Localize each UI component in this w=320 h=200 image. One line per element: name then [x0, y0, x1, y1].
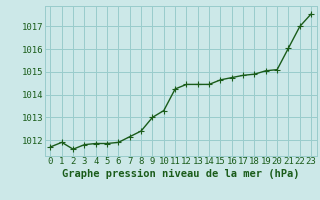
X-axis label: Graphe pression niveau de la mer (hPa): Graphe pression niveau de la mer (hPa): [62, 169, 300, 179]
